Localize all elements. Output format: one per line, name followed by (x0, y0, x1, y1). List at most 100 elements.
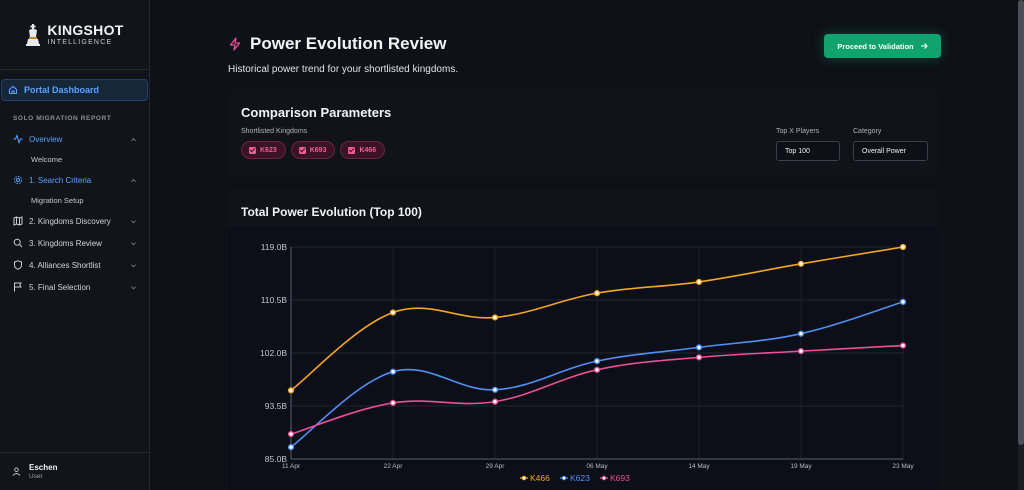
nav-item-kingdoms-review[interactable]: 3. Kingdoms Review (0, 232, 149, 254)
chart-y-tick-label: 119.0B (261, 242, 288, 252)
scrollbar[interactable] (1018, 0, 1024, 490)
chart-data-point (899, 342, 907, 349)
kingdom-chip[interactable]: K466 (340, 141, 386, 159)
nav-item-final-selection[interactable]: 5. Final Selection (0, 276, 149, 298)
chart-x-tick-label: 06 May (586, 463, 608, 470)
chart-y-tick-label: 85.0B (265, 454, 288, 464)
brand-subtitle: INTELLIGENCE (47, 39, 113, 46)
checkbox-checked-icon (249, 146, 256, 154)
chart-data-point (695, 344, 703, 351)
nav-item-search-criteria[interactable]: 1. Search Criteria (0, 169, 149, 191)
comparison-parameters-card: Comparison Parameters Shortlisted Kingdo… (228, 90, 938, 176)
chart-legend-label: K693 (610, 473, 630, 483)
nav-item-final-selection-label: 5. Final Selection (29, 282, 91, 292)
gear-icon (13, 175, 23, 185)
user-role: User (29, 473, 43, 480)
chart-data-point (287, 387, 295, 394)
nav-item-overview-label: Overview (29, 134, 63, 144)
power-evolution-chart-card: Total Power Evolution (Top 100) 85.0B 93.… (228, 190, 938, 490)
checkbox-checked-icon (348, 146, 356, 154)
map-icon (13, 216, 23, 226)
chart-y-tick-label: 102.0B (260, 348, 287, 358)
chevron-down-icon[interactable] (130, 262, 137, 269)
chart-data-point (593, 358, 601, 365)
chart-data-point (695, 354, 703, 361)
nav-portal-dashboard-label: Portal Dashboard (24, 85, 100, 95)
chevron-up-icon[interactable] (130, 136, 137, 143)
checkbox-checked-icon (298, 146, 306, 154)
nav-item-kingdoms-discovery-label: 2. Kingdoms Discovery (29, 216, 111, 226)
category-label: Category (853, 128, 882, 135)
chart-data-point (593, 290, 601, 297)
proceed-to-validation-button[interactable]: Proceed to Validation (824, 34, 941, 58)
kingdom-chip-label: K623 (260, 146, 277, 154)
chart-data-point (695, 278, 703, 286)
nav-item-overview[interactable]: Overview (0, 128, 149, 150)
chevron-down-icon[interactable] (130, 240, 137, 247)
chevron-up-icon[interactable] (130, 177, 137, 184)
chart-legend-swatch-marker (601, 475, 607, 481)
chart-data-point (797, 348, 805, 355)
chart-data-point (797, 260, 805, 267)
lightning-icon (229, 37, 241, 51)
chart-data-point (491, 398, 499, 405)
category-select[interactable]: Overall Power (853, 141, 928, 161)
kingdom-chip[interactable]: K693 (290, 141, 336, 159)
chart-x-tick-label: 19 May (790, 463, 812, 470)
search-icon (13, 238, 23, 248)
top-x-players-select[interactable]: Top 100 (776, 141, 840, 161)
chart-legend-label: K466 (530, 473, 550, 483)
chart-y-tick-label: 93.5B (265, 401, 288, 411)
chart-data-point (287, 444, 295, 451)
brand[interactable]: KINGSHOT INTELLIGENCE (0, 0, 149, 70)
chart-data-point (389, 399, 397, 406)
nav-item-kingdoms-discovery[interactable]: 2. Kingdoms Discovery (0, 210, 149, 232)
nav-sub-welcome[interactable]: Welcome (31, 155, 63, 164)
top-x-players-label: Top X Players (776, 128, 820, 135)
page-title-text: Power Evolution Review (250, 34, 447, 53)
kingdom-chip[interactable]: K623 (241, 141, 286, 159)
user-icon (12, 467, 21, 476)
shield-icon (14, 260, 22, 270)
chart-legend-swatch-marker (561, 475, 567, 481)
page-title: Power Evolution Review (228, 34, 447, 54)
kingdom-chip-label: K693 (309, 146, 327, 154)
nav-item-alliances-shortlist[interactable]: 4. Alliances Shortlist (0, 254, 149, 276)
kingdom-chip-label: K466 (359, 146, 377, 154)
chart-x-tick-label: 22 Apr (384, 463, 404, 470)
chart-plot-background (228, 226, 938, 490)
nav-item-search-criteria-label: 1. Search Criteria (29, 175, 92, 185)
chart-x-tick-label: 29 Apr (486, 463, 506, 470)
chart-title: Total Power Evolution (Top 100) (241, 205, 422, 219)
nav-section-title: SOLO MIGRATION REPORT (13, 115, 112, 122)
chart-legend-swatch-marker (521, 475, 527, 481)
proceed-to-validation-label: Proceed to Validation (837, 41, 914, 51)
page-subtitle: Historical power trend for your shortlis… (228, 64, 459, 75)
chart-data-point (491, 314, 499, 321)
chart-x-tick-label: 14 May (688, 463, 710, 470)
home-icon (8, 85, 18, 95)
kingdom-chips: K623 K693 K466 (241, 141, 386, 159)
scrollbar-thumb[interactable] (1018, 0, 1024, 445)
nav-portal-dashboard[interactable]: Portal Dashboard (1, 79, 148, 101)
chart-data-point (491, 386, 499, 393)
chart-data-point (797, 330, 805, 337)
chart-legend-label: K623 (570, 473, 590, 483)
user-profile[interactable]: Eschen User (0, 452, 150, 490)
comparison-parameters-title: Comparison Parameters (241, 105, 392, 120)
user-name: Eschen (29, 463, 58, 472)
chart-data-point (389, 309, 397, 316)
chart-data-point (389, 368, 397, 375)
nav-sub-migration-setup[interactable]: Migration Setup (31, 196, 84, 205)
chart-data-point (899, 243, 907, 251)
flag-icon (14, 282, 22, 292)
arrow-right-icon (920, 43, 928, 49)
activity-icon (13, 134, 23, 144)
brand-title: KINGSHOT (47, 22, 124, 38)
chart-data-point (899, 298, 907, 305)
chart-x-tick-label: 11 Apr (282, 463, 301, 470)
nav-item-alliances-shortlist-label: 4. Alliances Shortlist (29, 260, 101, 270)
chevron-down-icon[interactable] (130, 284, 137, 291)
nav-item-kingdoms-review-label: 3. Kingdoms Review (29, 238, 102, 248)
chevron-down-icon[interactable] (130, 218, 137, 225)
